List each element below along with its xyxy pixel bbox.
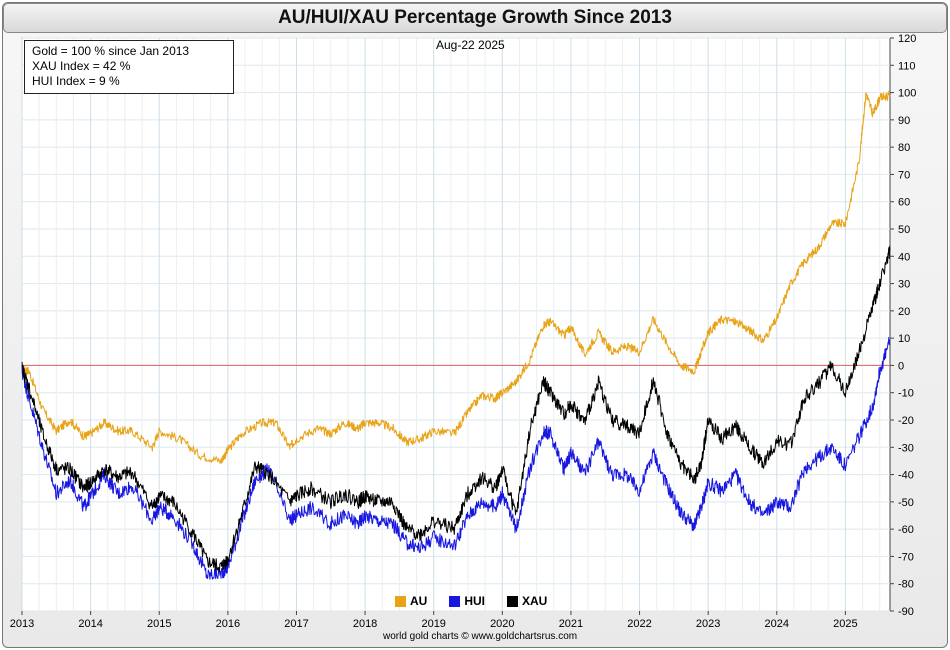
x-tick-label: 2014: [78, 618, 102, 630]
series-legend: AU HUI XAU: [395, 594, 547, 608]
legend-swatch-hui: [449, 595, 461, 607]
y-tick-label: 60: [898, 197, 910, 209]
series-line-hui: [21, 336, 891, 580]
y-tick-label: 40: [898, 251, 910, 263]
x-tick-label: 2018: [353, 618, 377, 630]
x-tick-label: 2025: [833, 618, 857, 630]
y-tick-label: -60: [898, 524, 914, 536]
legend-label-xau: XAU: [522, 594, 548, 608]
y-tick-label: 90: [898, 115, 910, 127]
y-tick-label: -10: [898, 388, 914, 400]
y-tick-label: 100: [898, 88, 916, 100]
x-tick-label: 2013: [10, 618, 34, 630]
x-tick-label: 2019: [421, 618, 445, 630]
legend-swatch-xau: [507, 595, 519, 607]
y-tick-label: 120: [898, 33, 916, 45]
x-tick-label: 2021: [559, 618, 583, 630]
y-tick-label: 30: [898, 279, 910, 291]
legend-swatch-au: [395, 595, 406, 607]
x-tick-label: 2024: [765, 618, 789, 630]
note-hui: HUI Index = 9 %: [32, 74, 120, 88]
legend-label-au: AU: [410, 594, 428, 608]
y-tick-label: -70: [898, 551, 914, 563]
x-tick-label: 2017: [284, 618, 308, 630]
y-tick-label: -90: [898, 606, 914, 618]
y-tick-label: -30: [898, 442, 914, 454]
x-tick-label: 2016: [216, 618, 240, 630]
y-tick-label: 10: [898, 333, 910, 345]
y-tick-label: 20: [898, 306, 910, 318]
date-label: Aug-22 2025: [436, 38, 505, 52]
y-tick-label: -80: [898, 579, 914, 591]
x-tick-label: 2020: [490, 618, 514, 630]
chart-title: AU/HUI/XAU Percentage Growth Since 2013: [278, 7, 672, 28]
legend-item-hui: HUI: [449, 594, 485, 608]
y-tick-label: 50: [898, 224, 910, 236]
legend-item-xau: XAU: [507, 594, 547, 608]
y-tick-label: 70: [898, 169, 910, 181]
series-line-xau: [21, 245, 891, 573]
credit-text: world gold charts © www.goldchartsrus.co…: [383, 631, 578, 642]
legend-label-hui: HUI: [464, 594, 486, 608]
x-tick-label: 2022: [627, 618, 651, 630]
y-tick-label: -50: [898, 497, 914, 509]
y-tick-label: -20: [898, 415, 914, 427]
y-tick-label: -40: [898, 470, 914, 482]
x-tick-label: 2023: [696, 618, 720, 630]
y-tick-label: 110: [898, 60, 916, 72]
y-tick-label: 0: [898, 360, 904, 372]
x-tick-label: 2015: [147, 618, 171, 630]
title-bar: AU/HUI/XAU Percentage Growth Since 2013: [3, 3, 947, 33]
notes-box: Gold = 100 % since Jan 2013 XAU Index = …: [24, 40, 234, 94]
note-xau: XAU Index = 42 %: [32, 59, 131, 73]
y-tick-label: 80: [898, 142, 910, 154]
legend-item-au: AU: [395, 594, 427, 608]
series-line-au: [21, 90, 891, 464]
note-gold: Gold = 100 % since Jan 2013: [32, 44, 190, 58]
